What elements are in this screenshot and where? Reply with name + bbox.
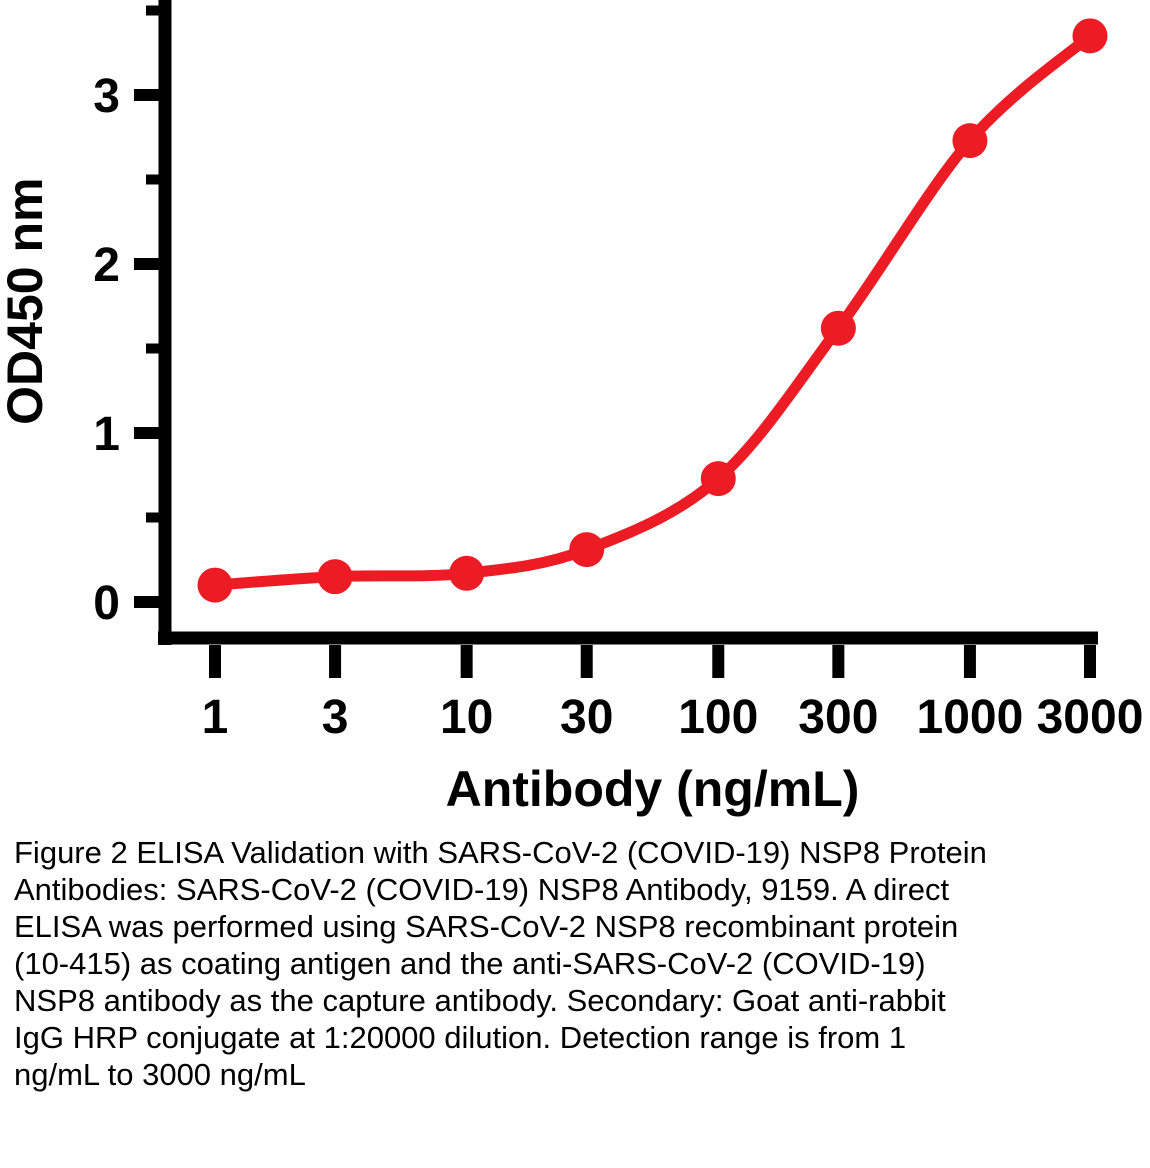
data-point-marker [952,123,988,159]
x-tick-label: 10 [440,691,493,744]
data-point-marker [820,310,856,346]
y-tick-label: 3 [93,70,120,123]
data-point-marker [569,532,605,568]
data-point-marker [449,555,485,591]
data-point-marker [317,559,353,595]
x-tick-label: 3 [322,691,349,744]
elisa-dose-response-chart: 0 1 2 3 1 3 10 30 100 300 1000 3000 Antibody (ng/mL)… [0,0,1144,817]
data-point-marker [700,461,736,497]
x-tick-label: 30 [560,691,613,744]
y-tick-label: 2 [93,239,120,292]
y-axis-title: OD450 nm [0,178,53,425]
data-point-marker [1072,18,1108,54]
x-tick-label: 1000 [917,691,1024,744]
x-tick-label: 3000 [1037,691,1144,744]
y-tick-label: 1 [93,408,120,461]
x-axis-title: Antibody (ng/mL) [446,761,860,817]
y-tick-label: 0 [93,577,120,630]
figure-caption: Figure 2 ELISA Validation with SARS-CoV-… [14,835,987,1092]
fit-curve [209,30,1096,591]
x-tick-label: 1 [202,691,229,744]
data-point-marker [197,567,233,603]
chart-canvas: 0 1 2 3 1 3 10 30 100 300 1000 3000 Antibody (ng/mL)… [0,0,1144,817]
x-tick-label: 300 [798,691,878,744]
x-tick-label: 100 [678,691,758,744]
